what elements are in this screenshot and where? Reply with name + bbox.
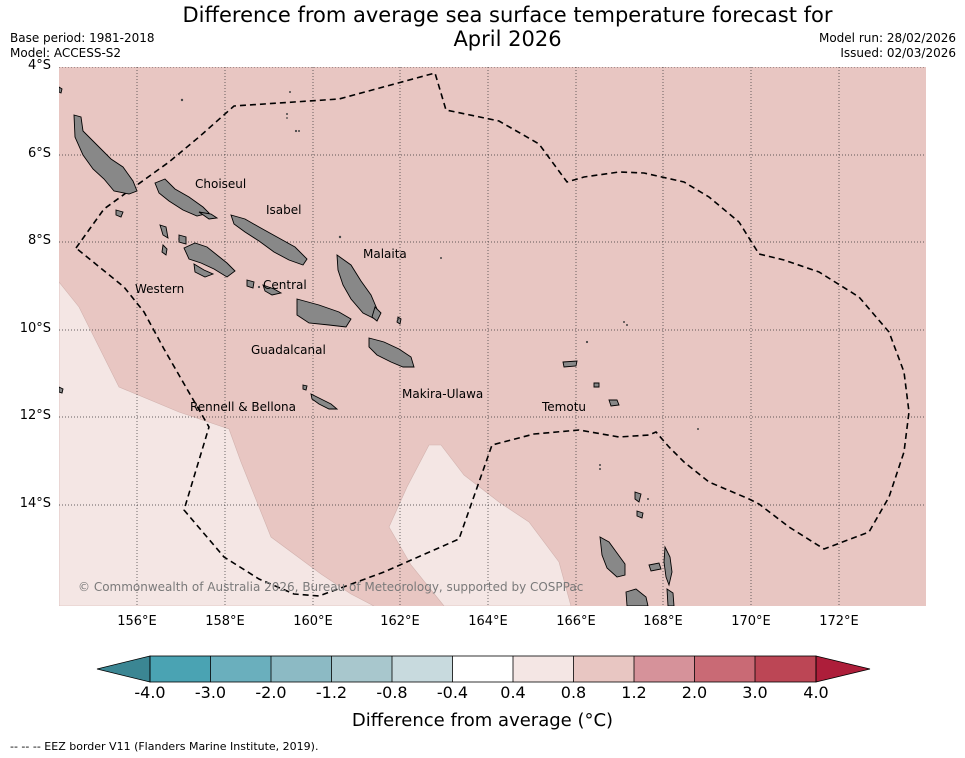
colorbar-bin-3 [271, 656, 332, 682]
island-malekula [625, 588, 649, 606]
map-panel [59, 67, 926, 606]
map-title: Difference from average sea surface temp… [0, 3, 965, 51]
colorbar-label-10: 2.0 [681, 683, 708, 702]
region-label-makira-ulawa: Makira-Ulawa [402, 387, 484, 401]
island-utupua [593, 382, 600, 388]
lon-label-172e: 172°E [819, 614, 859, 629]
colorbar-label-8: 0.8 [560, 683, 587, 702]
island-vanikoro [608, 399, 620, 407]
colorbar-bin-1 [150, 656, 211, 682]
region-label-rennell-bellona: Rennell & Bellona [190, 400, 297, 414]
colorbar-bin-5 [392, 656, 453, 682]
island-bougainville [73, 114, 138, 195]
lat-label-10s: 10°S [19, 321, 51, 336]
island-russell [246, 279, 255, 289]
model-name: Model: ACCESS-S2 [10, 46, 122, 60]
model-run: Model run: 28/02/2026 [818, 31, 956, 45]
islands [59, 86, 675, 606]
colorbar-label-9: 1.2 [621, 683, 647, 702]
lon-label-158e: 158°E [205, 614, 245, 629]
island-rendova [193, 263, 215, 278]
title-line-1: Difference from average sea surface temp… [182, 3, 833, 27]
meta-left: Base period: 1981-2018 Model: ACCESS-S2 [10, 31, 155, 61]
island-espiritu-santo [599, 536, 626, 578]
lon-label-160e: 160°E [293, 614, 333, 629]
lat-label-12s: 12°S [19, 408, 51, 423]
eez-legend-note: -- -- -- EEZ border V11 (Flanders Marine… [10, 740, 319, 753]
lat-label-4s: 4°S [27, 58, 51, 73]
lon-label-168e: 168°E [643, 614, 683, 629]
island-torres [634, 491, 642, 503]
island-ambae [648, 562, 662, 572]
colorbar-label-2: -3.0 [194, 683, 227, 702]
lon-label-170e: 170°E [731, 614, 771, 629]
colorbar [96, 655, 871, 683]
lon-label-162e: 162°E [380, 614, 420, 629]
region-label-western: Western [135, 282, 185, 296]
island-kolombangara [178, 234, 187, 245]
colorbar-bin-2 [210, 656, 271, 682]
lat-label-6s: 6°S [27, 146, 51, 161]
colorbar-label-11: 3.0 [742, 683, 768, 702]
island-malaita-south [371, 306, 382, 322]
title-line-2: April 2026 [453, 27, 562, 51]
island-west-edge-2 [59, 86, 63, 94]
anomaly-zone-southwest [59, 281, 375, 606]
colorbar-bin-11 [755, 656, 816, 682]
issued-date: Issued: 02/03/2026 [840, 46, 956, 60]
region-label-temotu: Temotu [542, 400, 587, 414]
colorbar-label-3: -2.0 [255, 683, 287, 702]
anomaly-zone-south [388, 444, 572, 606]
colorbar-high-extend [815, 655, 871, 683]
colorbar-bin-10 [694, 656, 755, 682]
meta-right: Model run: 28/02/2026 Issued: 02/03/2026 [819, 31, 956, 61]
island-ranongga [161, 244, 168, 256]
island-makira [368, 337, 415, 368]
lon-label-156e: 156°E [117, 614, 157, 629]
region-label-choiseul: Choiseul [195, 177, 247, 191]
colorbar-bin-6 [452, 656, 513, 682]
colorbar-bin-4 [331, 656, 392, 682]
island-rennell [310, 393, 339, 410]
eez-border [74, 72, 910, 597]
copyright-notice: © Commonwealth of Australia 2026, Bureau… [78, 580, 584, 594]
island-pentecost [666, 588, 675, 606]
colorbar-label-6: -0.4 [436, 683, 469, 702]
colorbar-label-4: -1.2 [315, 683, 348, 702]
colorbar-frame [149, 655, 817, 683]
region-label-central: Central [263, 278, 307, 292]
island-guadalcanal [296, 298, 352, 328]
colorbar-title: Difference from average (°C) [351, 710, 614, 731]
island-west-edge [59, 386, 64, 394]
colorbar-label-5: -0.8 [376, 683, 408, 702]
lat-label-8s: 8°S [27, 233, 51, 248]
lon-label-166e: 166°E [556, 614, 596, 629]
island-maewo [663, 545, 673, 587]
lat-label-14s: 14°S [19, 496, 51, 511]
island-choiseul [154, 178, 210, 217]
island-florida [262, 284, 283, 296]
colorbar-bin-9 [634, 656, 695, 682]
colorbar-bin-8 [573, 656, 634, 682]
island-santa-cruz [562, 360, 578, 368]
island-isabel [230, 214, 308, 266]
island-choiseul-tail [198, 211, 219, 220]
lon-label-164e: 164°E [468, 614, 508, 629]
region-label-isabel: Isabel [266, 203, 302, 217]
island-new-georgia [183, 242, 236, 278]
colorbar-bin-7 [513, 656, 574, 682]
islets [178, 91, 699, 500]
colorbar-label-7: 0.4 [500, 683, 526, 702]
colorbar-low-extend [96, 655, 151, 683]
island-bellona [302, 384, 308, 391]
colorbar-label-12: 4.0 [803, 683, 829, 702]
island-shortland [115, 209, 124, 218]
region-label-malaita: Malaita [363, 247, 407, 261]
base-period: Base period: 1981-2018 [10, 31, 155, 45]
colorbar-label-1: -4.0 [134, 683, 166, 702]
island-banks [636, 510, 644, 519]
region-label-guadalcanal: Guadalcanal [251, 343, 326, 357]
island-vella [159, 224, 169, 239]
